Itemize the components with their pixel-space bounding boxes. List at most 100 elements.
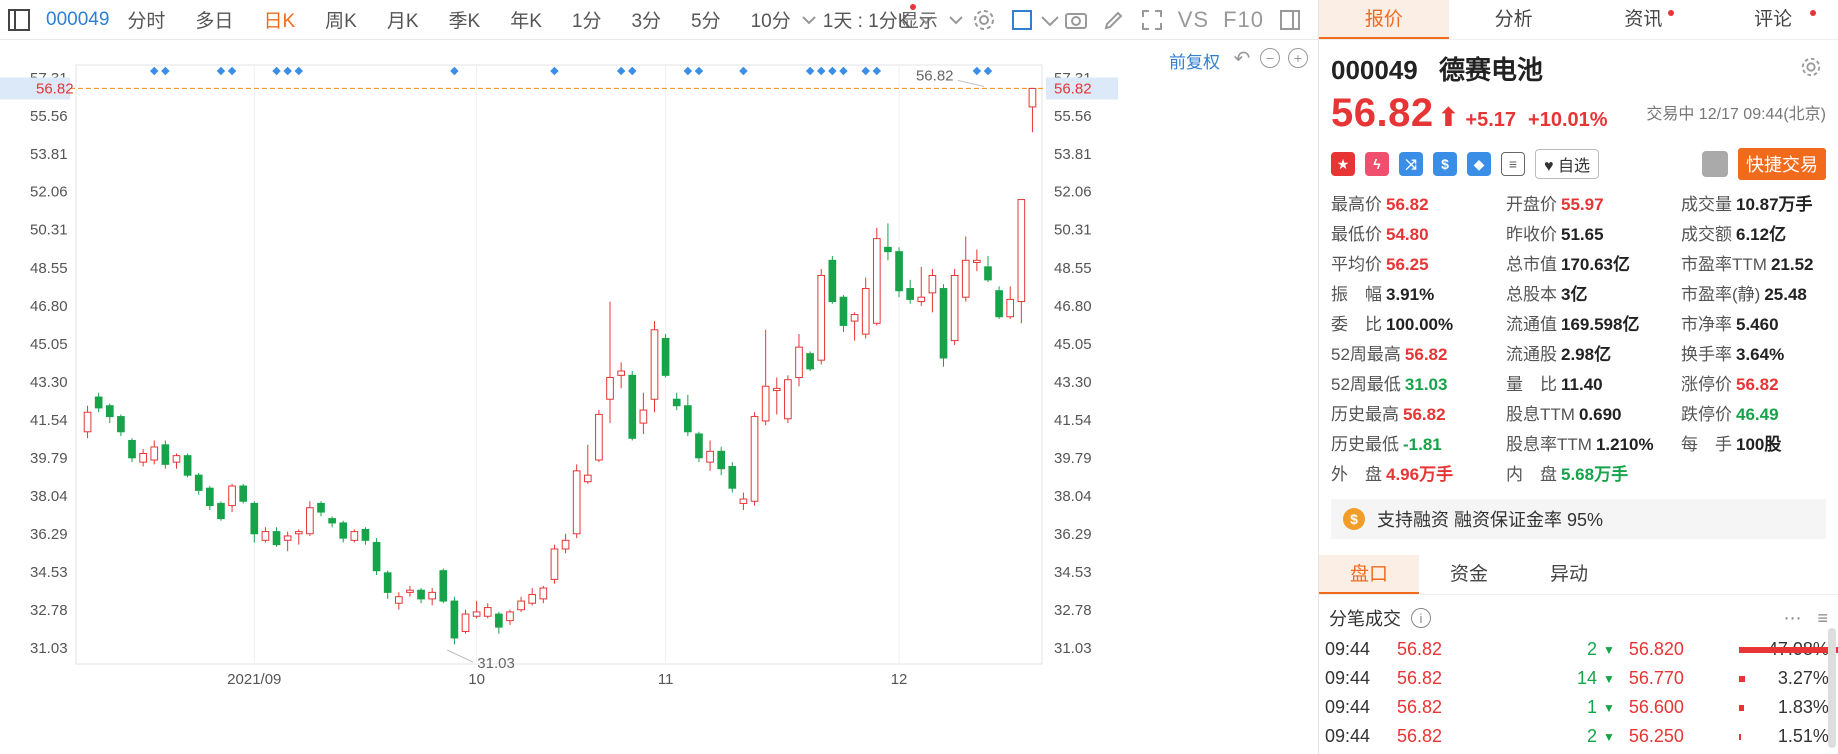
minute-k-dropdown[interactable]: 1天 : 1分K — [823, 4, 917, 33]
x-tick-label: 12 — [891, 671, 908, 688]
stat-cell: 外 盘 4.96万手 — [1331, 460, 1506, 485]
kline-chart[interactable]: 57.3157.3155.5655.5653.8153.8152.0652.06… — [0, 40, 1318, 754]
info-icon[interactable]: i — [1411, 608, 1431, 628]
stat-label: 每 手 — [1681, 435, 1732, 454]
candle-body — [595, 413, 603, 461]
stat-value: 3.64% — [1736, 345, 1785, 364]
stat-label: 最低价 — [1331, 225, 1382, 244]
tab-quote[interactable]: 报价 — [1319, 0, 1449, 39]
stat-label: 市盈率(静) — [1681, 285, 1761, 304]
candle-body — [417, 589, 425, 600]
y-tick-label-left: 48.55 — [30, 260, 68, 277]
period-tab-5min[interactable]: 5分 — [691, 11, 721, 32]
candle-body — [361, 528, 370, 541]
subtab-funds[interactable]: 资金 — [1449, 564, 1488, 585]
period-tab-multiday[interactable]: 多日 — [195, 11, 234, 32]
y-tick-label-right: 46.80 — [1054, 298, 1092, 315]
lightning-icon[interactable]: ϟ — [1365, 152, 1389, 176]
event-marker-icon — [450, 66, 459, 76]
f10-button[interactable]: F10 — [1223, 6, 1264, 32]
tag-icon[interactable]: ◆ — [1467, 152, 1491, 176]
period-tab-fenshi[interactable]: 分时 — [127, 11, 166, 32]
event-marker-icon — [839, 66, 848, 76]
adjust-mode-link[interactable]: 前复权 — [1169, 53, 1220, 72]
stat-cell: 流通值 169.598亿 — [1506, 310, 1681, 335]
dollar-icon[interactable]: $ — [1433, 152, 1457, 176]
candle-body — [583, 474, 592, 483]
stat-label: 换手率 — [1681, 345, 1732, 364]
chevron-down-icon[interactable] — [914, 8, 934, 32]
period-tab-monthly-k[interactable]: 月K — [386, 11, 419, 32]
settings-gear-icon[interactable] — [972, 8, 996, 32]
current-price-tag-left: 56.82 — [36, 80, 74, 97]
panel-toggle-icon[interactable] — [1278, 8, 1302, 32]
candle-body — [817, 275, 826, 361]
stat-value: 51.65 — [1561, 225, 1604, 244]
stat-cell: 涨停价 56.82 — [1681, 370, 1838, 395]
candle-body — [483, 607, 492, 617]
tab-news[interactable]: 资讯 — [1579, 0, 1709, 39]
sidebar-toggle-icon[interactable] — [8, 8, 30, 31]
chevron-down-icon[interactable] — [797, 8, 816, 32]
y-tick-label-left: 46.80 — [30, 298, 68, 315]
y-tick-label-left: 43.30 — [30, 374, 68, 391]
event-marker-icon — [861, 66, 870, 76]
display-menu[interactable]: 显示 — [899, 11, 938, 32]
down-triangle-icon: ▼ — [1603, 729, 1615, 744]
tick-scrollbar[interactable] — [1828, 628, 1836, 748]
tab-comments[interactable]: 评论 — [1708, 0, 1838, 39]
subtab-orderbook[interactable]: 盘口 — [1319, 555, 1419, 594]
zoom-out-icon[interactable]: − — [1260, 48, 1280, 68]
camera-icon[interactable] — [1064, 8, 1088, 32]
candle-body — [772, 387, 781, 392]
stat-value: 11.40 — [1561, 375, 1603, 394]
chevron-down-icon[interactable] — [944, 8, 963, 32]
stock-code-label[interactable]: 000049 — [46, 8, 110, 30]
candle-body — [339, 522, 348, 539]
y-tick-label-left: 39.79 — [30, 450, 68, 467]
period-tab-quarterly-k[interactable]: 季K — [448, 11, 481, 32]
period-tab-yearly-k[interactable]: 年K — [510, 11, 542, 32]
stat-value: 21.52 — [1770, 255, 1814, 274]
bell-icon[interactable] — [1702, 151, 1728, 177]
undo-icon[interactable]: ↶ — [1233, 47, 1251, 70]
pencil-icon[interactable] — [1102, 8, 1126, 32]
quick-trade-button[interactable]: 快捷交易 — [1738, 148, 1826, 180]
candle-body — [439, 570, 448, 602]
candle-body — [161, 444, 170, 465]
stat-label: 流通值 — [1506, 315, 1557, 334]
period-tab-3min[interactable]: 3分 — [631, 11, 662, 32]
stock-code: 000049 — [1331, 55, 1418, 85]
candle-body — [850, 314, 859, 322]
tick-price: 56.82 — [1397, 668, 1443, 688]
period-tab-10min[interactable]: 10分 — [750, 11, 791, 32]
add-watchlist-button[interactable]: ♥ 自选 — [1535, 149, 1599, 179]
zoom-in-icon[interactable]: + — [1288, 48, 1308, 68]
menu-icon[interactable]: ≡ — [1817, 607, 1828, 628]
period-tab-daily-k[interactable]: 日K — [263, 11, 296, 32]
period-tab-weekly-k[interactable]: 周K — [325, 11, 357, 32]
event-marker-icon — [694, 66, 704, 76]
vs-compare-button[interactable]: VS — [1177, 6, 1210, 32]
candle-body — [795, 346, 803, 379]
chevron-down-icon[interactable] — [1038, 8, 1059, 32]
stat-value: 5.68万手 — [1561, 465, 1629, 484]
quote-panel: 报价 分析 资讯 评论 000049 德赛电池 56.82 ⬆ +5.17 +1… — [1318, 0, 1838, 754]
more-icon[interactable]: ⋯ — [1783, 607, 1802, 628]
checkbox-square-icon[interactable] — [1010, 8, 1034, 32]
stat-cell: 最高价 56.82 — [1331, 190, 1506, 215]
candle-body — [750, 416, 759, 502]
tab-analysis[interactable]: 分析 — [1494, 9, 1533, 30]
period-tab-1min[interactable]: 1分 — [571, 11, 602, 32]
subtab-movement[interactable]: 异动 — [1549, 564, 1588, 585]
shuffle-icon[interactable]: ⤨ — [1399, 152, 1423, 176]
document-icon[interactable]: ≡ — [1501, 152, 1525, 176]
candle-body — [428, 591, 436, 600]
stat-label: 股息率TTM — [1506, 435, 1592, 454]
kline-chart-area[interactable]: 57.3157.3155.5655.5653.8153.8152.0652.06… — [0, 40, 1318, 754]
fullscreen-icon[interactable] — [1140, 8, 1164, 32]
stat-value: 4.96万手 — [1386, 465, 1454, 484]
stat-value: 1.210% — [1595, 435, 1654, 454]
candle-body — [973, 259, 981, 263]
gear-icon[interactable] — [1800, 56, 1822, 78]
